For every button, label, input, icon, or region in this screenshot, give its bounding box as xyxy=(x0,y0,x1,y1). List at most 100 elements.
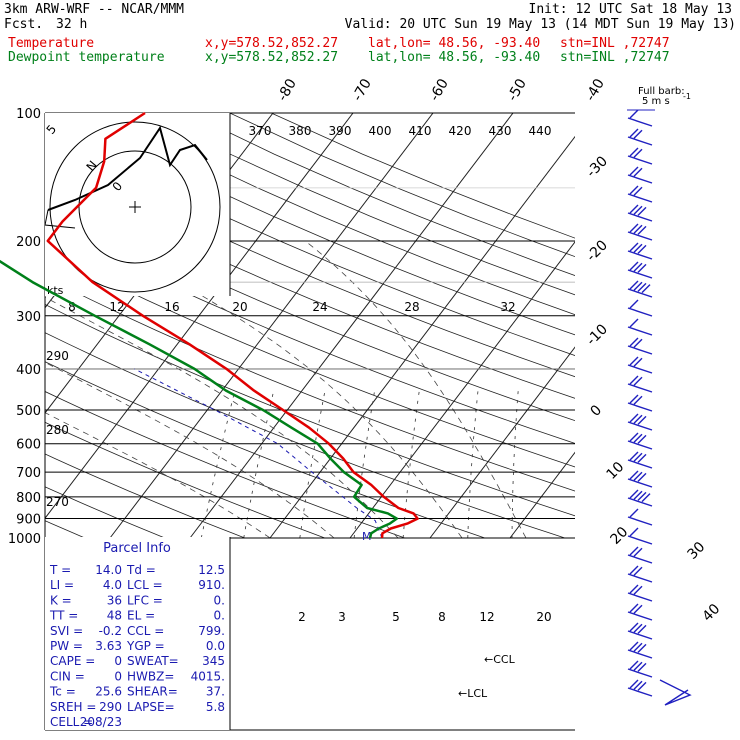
wind-barb-flag xyxy=(629,318,639,328)
parcel-row-value: 208/23 xyxy=(80,715,122,729)
parcel-row-value: 910. xyxy=(198,578,225,592)
temperature-legend: Temperature xyxy=(8,36,95,51)
parcel-row-label: Td = xyxy=(126,563,156,577)
parcel-row-label: TT = xyxy=(49,609,78,623)
wind-barb-flag xyxy=(633,566,643,576)
mixing-ratio-label: 16 xyxy=(164,300,179,314)
wind-barb-shaft xyxy=(627,649,653,659)
theta-label: 380 xyxy=(289,124,312,138)
parcel-row-label: LI = xyxy=(50,578,74,592)
parcel-row-label: SVI = xyxy=(50,624,83,638)
isotherm-line xyxy=(45,113,354,520)
wind-barb-flag xyxy=(633,604,643,614)
sounding-series xyxy=(0,111,419,539)
wind-barb-flag xyxy=(629,109,639,119)
parcel-row-value: 799. xyxy=(198,624,225,638)
pressure-tick-label: 400 xyxy=(16,363,41,378)
wind-barb-shaft xyxy=(627,174,653,184)
isotherm-right-label: -20 xyxy=(584,237,611,264)
isotherm-right-label: 30 xyxy=(685,539,709,563)
parcel-row-value: 0 xyxy=(114,669,122,683)
wind-barb-flag xyxy=(629,508,639,518)
mixing-ratio-label: 8 xyxy=(438,610,446,624)
mixing-ratio-label: 12 xyxy=(109,300,124,314)
temperature-station: stn=INL ,72747 xyxy=(560,36,670,51)
dry-adiabat-line xyxy=(45,303,575,517)
wind-barb-flag xyxy=(637,434,647,444)
wind-barb-flag xyxy=(629,660,639,670)
wind-barb-flag xyxy=(629,641,639,651)
parcel-row-value: 12.5 xyxy=(198,563,225,577)
wind-barb-flag xyxy=(637,453,647,463)
hodograph-trace xyxy=(47,125,208,211)
wind-barb-flag xyxy=(629,413,639,423)
pressure-tick-label: 500 xyxy=(16,404,41,419)
wind-barb-flag xyxy=(637,415,647,425)
parcel-row-value: 290 xyxy=(99,700,122,714)
wind-barb-flag xyxy=(629,603,639,613)
wind-barb-flag xyxy=(633,452,643,462)
wind-barb-flag xyxy=(633,262,643,272)
model-title: 3km ARW-WRF -- NCAR/MMM xyxy=(4,2,185,17)
mixing-ratio-line xyxy=(299,390,326,539)
dry-adiabat-line xyxy=(229,113,575,258)
parcel-row-label: LFC = xyxy=(127,593,163,607)
wind-barb-flag xyxy=(633,433,643,443)
wind-barb-shaft xyxy=(627,516,653,526)
wind-barb-flag xyxy=(629,489,639,499)
barb-legend-unit: 5 m s xyxy=(642,96,670,107)
wind-barb-shaft xyxy=(627,687,653,697)
wind-barb-flag xyxy=(629,451,639,461)
wind-barb-shaft xyxy=(627,136,653,146)
isotherm-right-label: 10 xyxy=(604,459,628,483)
wind-barb-flag xyxy=(629,337,639,347)
parcel-row-value: 48 xyxy=(107,609,122,623)
init-time: Init: 12 UTC Sat 18 May 13 xyxy=(528,2,733,17)
pressure-tick-label: 600 xyxy=(16,438,41,453)
mixing-ratio-label: 3 xyxy=(338,610,346,624)
dry-adiabat-line xyxy=(45,453,245,539)
parcel-panel-title: Parcel Info xyxy=(103,541,171,556)
parcel-row-label: EL = xyxy=(127,609,155,623)
wind-barb-flag xyxy=(629,375,639,385)
mixing-ratio-line xyxy=(353,390,375,539)
parcel-row-value: 0. xyxy=(214,609,225,623)
hodograph-background xyxy=(45,113,230,296)
wind-barb-flag xyxy=(637,263,647,273)
parcel-row-value: 0. xyxy=(214,593,225,607)
isotherm-line xyxy=(670,113,740,538)
wind-barb-shaft xyxy=(627,497,653,507)
wind-barb-flag xyxy=(637,643,647,653)
wind-barb-shaft xyxy=(627,326,653,336)
isotherm-top-label: -80 xyxy=(275,76,300,104)
pressure-tick-label: 100 xyxy=(16,107,41,122)
mixing-ratio-line xyxy=(511,390,519,539)
wind-barb-flag xyxy=(629,185,639,195)
wind-barb-flag xyxy=(633,281,643,291)
wind-barb-flag xyxy=(633,642,643,652)
parcel-line xyxy=(134,368,383,539)
wind-barb-shaft xyxy=(627,231,653,241)
wind-barb-flag xyxy=(629,527,639,537)
isotherm-line xyxy=(429,346,575,539)
wind-barb-shaft xyxy=(627,155,653,165)
dry-adiabat-line xyxy=(45,332,565,539)
wind-barb-shaft xyxy=(627,269,653,279)
theta-label: 420 xyxy=(449,124,472,138)
mixing-ratio-label: 32 xyxy=(500,300,515,314)
wind-barb-shaft xyxy=(627,383,653,393)
wind-barb-flag xyxy=(629,565,639,575)
wind-barb-flag xyxy=(629,679,639,689)
mixing-ratio-grid xyxy=(200,390,519,539)
wind-barb-shaft xyxy=(627,592,653,602)
wind-barb-shaft xyxy=(627,554,653,564)
wind-barb-flag xyxy=(633,243,643,253)
parcel-row-value: 14.0 xyxy=(95,563,122,577)
isotherm-top-label: -70 xyxy=(350,76,375,104)
parcel-row-label: CELL = xyxy=(50,715,93,729)
wind-barb-flag xyxy=(629,242,639,252)
level-marker-m: M xyxy=(362,530,372,543)
wind-barb-flag xyxy=(633,376,643,386)
wind-barb-flag xyxy=(629,223,639,233)
wind-barb-shaft xyxy=(627,193,653,203)
